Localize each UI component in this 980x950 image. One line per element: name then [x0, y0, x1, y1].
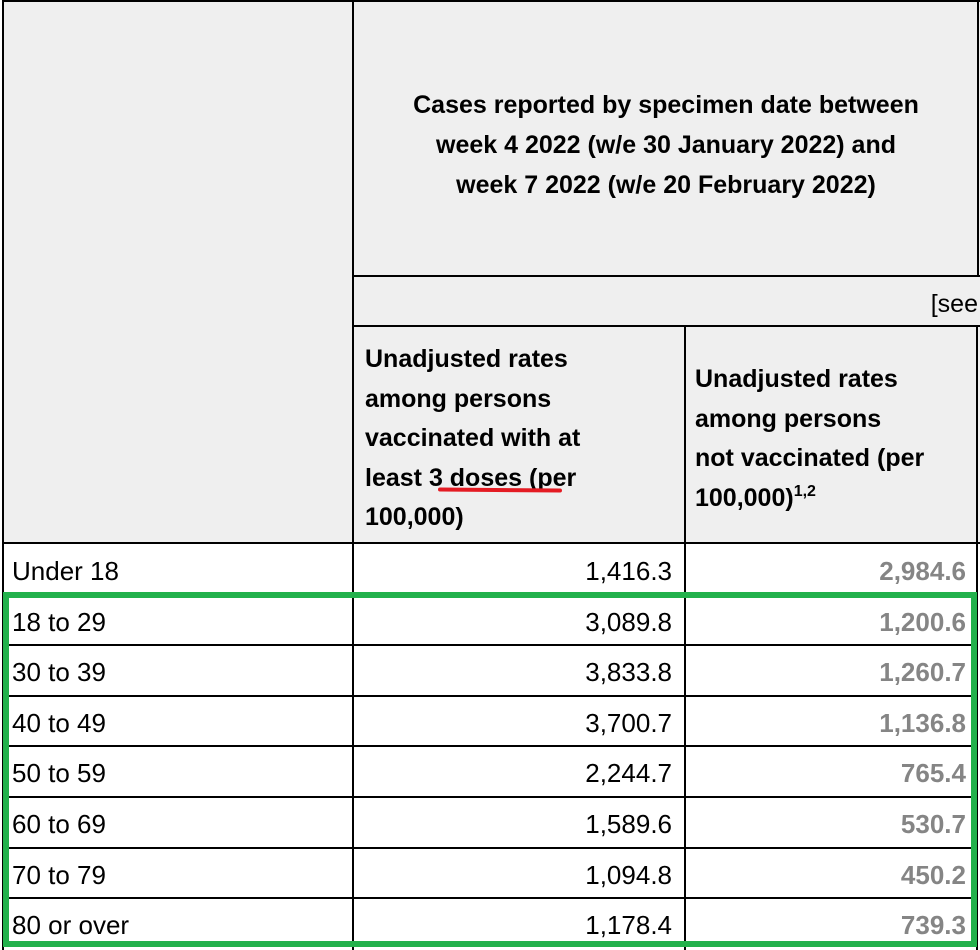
vaccinated-rate-cell: 1,094.8: [585, 859, 672, 890]
vaccinated-rate-cell: 1,416.3: [585, 556, 672, 586]
table-row: 70 to 79 1,094.8 450.2: [0, 848, 980, 900]
age-group-cell: 80 or over: [12, 910, 130, 941]
age-group-cell: Under 18: [12, 556, 119, 586]
vaccinated-rate-cell: 1,589.6: [585, 809, 672, 839]
highlight-box: [3, 592, 977, 947]
vaccinated-rate-cell: 3,833.8: [585, 657, 672, 688]
grid-line: [2, 542, 980, 544]
header-unvaccinated-cell: [685, 326, 980, 543]
table-row: Under 18 1,416.3 2,984.6: [0, 544, 980, 596]
footnote-marker: 1,2: [793, 482, 816, 500]
age-group-cell: 18 to 29: [12, 606, 106, 637]
row-divider: [2, 694, 978, 697]
unvaccinated-rate-cell: 739.3: [900, 910, 966, 941]
table-row: 60 to 69 1,589.6 530.7: [0, 797, 980, 849]
vaccinated-rate-cell: 1,178.4: [585, 910, 672, 941]
grid-line: [684, 325, 686, 950]
table-row: 18 to 29 3,089.8 1,200.6: [0, 595, 980, 647]
age-group-cell: 70 to 79: [12, 859, 106, 890]
vaccinated-rate-cell: 2,244.7: [585, 758, 672, 789]
unvaccinated-rate-cell: 1,136.8: [879, 707, 966, 738]
grid-line: [977, 0, 979, 277]
title-line: Cases reported by specimen date between: [413, 91, 919, 119]
see-note: [see: [930, 290, 978, 318]
age-group-cell: 60 to 69: [12, 809, 106, 839]
vaccinated-rate-cell: 3,700.7: [585, 707, 672, 738]
grid-line: [976, 325, 978, 950]
table-row: 80 or over 1,178.4 739.3: [0, 898, 980, 949]
header-title-cell: [354, 2, 980, 277]
title-line: week 7 2022 (w/e 20 February 2022): [456, 171, 876, 199]
unvaccinated-rate-cell: 530.7: [900, 809, 966, 839]
age-group-cell: 50 to 59: [12, 758, 106, 789]
unvaccinated-rate-cell: 765.4: [900, 758, 966, 789]
grid-line: [2, 0, 980, 2]
vaccinated-rate-cell: 3,089.8: [585, 606, 672, 637]
three-doses-text: 3 doses: [428, 463, 523, 492]
row-divider: [2, 745, 978, 748]
table-row: 30 to 39 3,833.8 1,260.7: [0, 645, 980, 697]
unvaccinated-rate-cell: 450.2: [900, 859, 966, 890]
header-see-cell: [354, 277, 980, 326]
grid-line: [354, 325, 980, 327]
unvaccinated-rate-cell: 1,200.6: [879, 606, 966, 637]
row-divider: [2, 897, 978, 900]
table-row: 40 to 49 3,700.7 1,136.8: [0, 696, 980, 748]
title-line: week 4 2022 (w/e 30 January 2022) and: [436, 131, 896, 159]
unvaccinated-rate-cell: 2,984.6: [879, 556, 966, 586]
row-divider: [2, 846, 978, 849]
table-row: 50 to 59 2,244.7 765.4: [0, 746, 980, 798]
header-empty-cell: [2, 2, 354, 543]
table-title: Cases reported by specimen date between …: [356, 85, 976, 205]
grid-line: [354, 275, 980, 277]
row-divider: [2, 795, 978, 798]
unvaccinated-rate-cell: 1,260.7: [879, 657, 966, 688]
col-header-vaccinated: Unadjusted rates among persons vaccinate…: [365, 345, 581, 531]
grid-line: [352, 0, 354, 950]
age-group-cell: 30 to 39: [12, 657, 106, 688]
age-group-cell: 40 to 49: [12, 707, 106, 738]
header-vaccinated-cell: [354, 326, 685, 543]
grid-line: [2, 0, 4, 950]
row-divider: [2, 644, 978, 647]
col-header-unvaccinated: Unadjusted rates among persons not vacci…: [695, 365, 925, 512]
